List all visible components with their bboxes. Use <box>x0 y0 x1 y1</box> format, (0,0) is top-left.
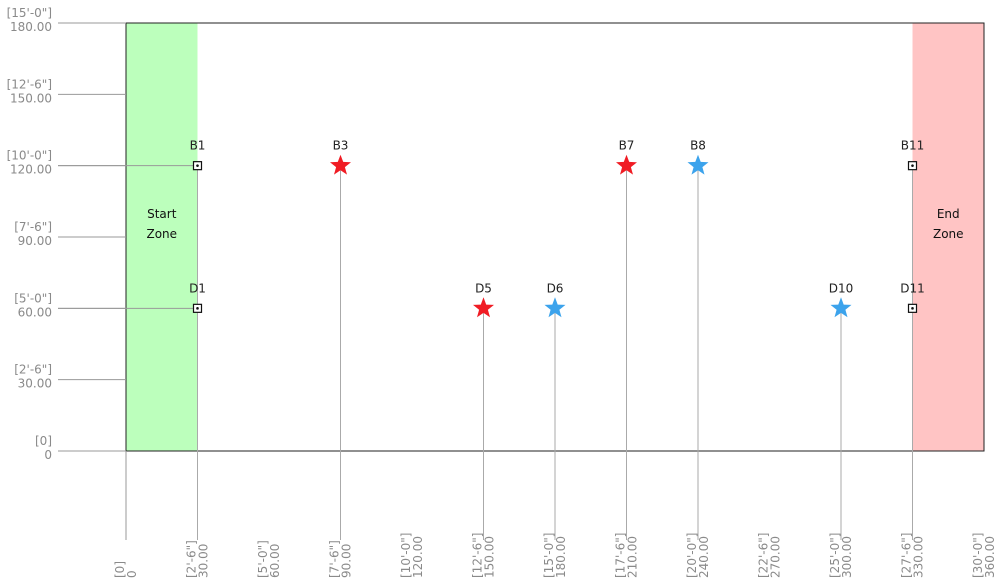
x-tick-label: 240.00 <box>697 536 711 578</box>
x-tick-feet: [7'-6"] <box>328 540 342 578</box>
x-tick-label: 0 <box>125 570 139 578</box>
x-tick-label: 30.00 <box>197 544 211 578</box>
x-tick-label: 180.00 <box>554 536 568 578</box>
point-label: B3 <box>333 139 349 153</box>
point-label: D6 <box>547 281 564 295</box>
x-tick-label: 360.00 <box>983 536 994 578</box>
star-marker <box>544 297 566 318</box>
y-tick-feet: [7'-6"] <box>14 220 52 234</box>
x-tick-feet: [30'-0"] <box>971 533 985 578</box>
point-label: B11 <box>901 139 925 153</box>
x-tick-label: 300.00 <box>840 536 854 578</box>
y-tick-label: 60.00 <box>18 305 52 319</box>
end-zone-label-line: End <box>937 207 960 221</box>
x-tick-feet: [22'-6"] <box>757 533 771 578</box>
x-tick-label: 270.00 <box>769 536 783 578</box>
x-tick-feet: [15'-0"] <box>542 533 556 578</box>
star-marker <box>330 154 351 175</box>
point-label: D5 <box>475 281 492 295</box>
y-tick-label: 120.00 <box>10 163 52 177</box>
star-marker <box>616 154 637 175</box>
box-marker-dot <box>196 307 199 310</box>
box-marker-dot <box>911 307 914 310</box>
start-zone <box>126 23 198 451</box>
box-marker-dot <box>196 164 199 167</box>
y-tick-feet: [2'-6"] <box>14 363 52 377</box>
x-tick-feet: [2'-6"] <box>185 540 199 578</box>
y-tick-label: 90.00 <box>18 234 52 248</box>
point-label: B1 <box>190 139 206 153</box>
start-zone-label-line: Zone <box>146 227 177 241</box>
box-marker-dot <box>911 164 914 167</box>
star-marker <box>473 297 494 318</box>
star-marker <box>687 154 709 175</box>
x-tick-label: 120.00 <box>411 536 425 578</box>
point-label: D1 <box>189 281 206 295</box>
end-zone-label-line: Zone <box>933 227 964 241</box>
y-tick-feet: [5'-0"] <box>14 291 52 305</box>
point-label: D11 <box>900 281 925 295</box>
y-tick-feet: [10'-0"] <box>7 149 52 163</box>
y-tick-label: 30.00 <box>18 377 52 391</box>
start-zone-label: Start Zone <box>146 207 177 241</box>
x-tick-feet: [5'-0"] <box>256 540 270 578</box>
x-tick-label: 330.00 <box>912 536 926 578</box>
x-tick-feet: [0] <box>113 561 127 578</box>
x-tick-label: 210.00 <box>626 536 640 578</box>
point-label: D10 <box>829 281 854 295</box>
star-marker <box>830 297 852 318</box>
x-tick-label: 150.00 <box>483 536 497 578</box>
y-tick-label: 150.00 <box>10 91 52 105</box>
point-label: B8 <box>690 139 706 153</box>
start-zone-label-line: Start <box>147 207 177 221</box>
x-tick-feet: [20'-0"] <box>685 533 699 578</box>
y-tick-label: 0 <box>44 448 52 462</box>
y-tick-feet: [12'-6"] <box>7 77 52 91</box>
point-label: B7 <box>619 139 635 153</box>
x-tick-label: 90.00 <box>340 544 354 578</box>
x-tick-feet: [17'-6"] <box>614 533 628 578</box>
y-tick-label: 180.00 <box>10 20 52 34</box>
end-zone <box>912 23 984 451</box>
x-tick-feet: [27'-6"] <box>900 533 914 578</box>
x-tick-feet: [25'-0"] <box>828 533 842 578</box>
x-tick-label: 60.00 <box>268 544 282 578</box>
x-tick-feet: [12'-6"] <box>471 533 485 578</box>
x-tick-feet: [10'-0"] <box>399 533 413 578</box>
y-tick-feet: [0] <box>35 434 52 448</box>
end-zone-label: End Zone <box>933 207 964 241</box>
y-tick-feet: [15'-0"] <box>7 6 52 20</box>
